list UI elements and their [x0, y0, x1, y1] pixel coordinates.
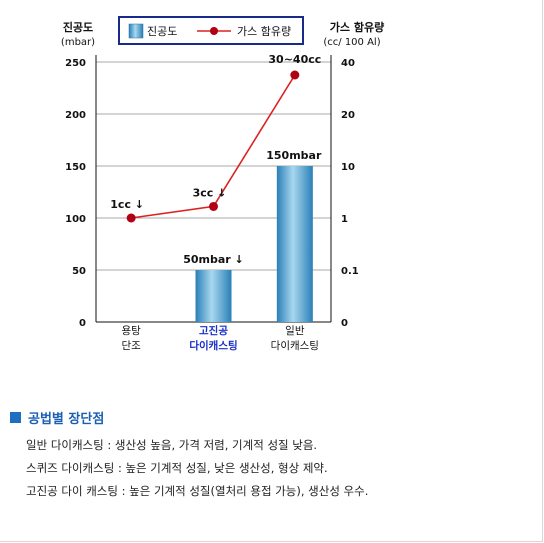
category-label-line2: 단조	[122, 340, 142, 352]
line-point	[209, 201, 218, 211]
line-series: 1cc ↓ 3cc ↓ 30~40cc	[110, 53, 321, 223]
right-axis-title: 가스 함유량	[330, 20, 384, 34]
line-point	[126, 213, 136, 223]
section-header: 공법별 장단점	[10, 406, 530, 428]
legend-bar-swatch	[128, 23, 144, 39]
legend-bar-label: 진공도	[147, 25, 177, 38]
note-line: 스퀴즈 다이캐스팅 : 높은 기계적 성질, 낮은 생산성, 형상 제약.	[26, 461, 328, 475]
note-line: 고진공 다이 캐스팅 : 높은 기계적 성질(열처리 용접 가능), 생산성 우…	[26, 484, 369, 498]
left-tick-label: 100	[65, 214, 86, 225]
left-tick-labels: 0 50 100 150 200 250	[65, 58, 86, 329]
line-value-label: 3cc ↓	[193, 186, 227, 199]
legend-line-label: 가스 함유량	[237, 25, 291, 38]
bar-series: 50mbar ↓ 150mbar	[183, 149, 322, 322]
right-tick-label: 10	[341, 162, 355, 173]
right-tick-label: 0	[341, 318, 348, 329]
line-value-label: 1cc ↓	[110, 198, 144, 211]
right-axis-unit: (cc/ 100 Al)	[323, 37, 380, 48]
left-tick-label: 200	[65, 110, 86, 121]
legend: 진공도 가스 함유량	[118, 16, 304, 45]
left-tick-label: 0	[79, 318, 86, 329]
right-tick-label: 1	[341, 214, 348, 225]
line-value-label: 30~40cc	[268, 53, 321, 66]
bar-value-label: 150mbar	[266, 149, 322, 162]
left-tick-label: 150	[65, 162, 86, 173]
category-label-line2: 다이캐스팅	[189, 339, 237, 352]
category-label-line1: 고진공	[199, 324, 228, 337]
right-tick-label: 40	[341, 58, 355, 69]
note-line: 일반 다이캐스팅 : 생산성 높음, 가격 저렴, 기계적 성질 낮음.	[26, 438, 318, 452]
bar-value-label: 50mbar ↓	[183, 253, 244, 266]
line-point	[290, 70, 300, 80]
section-title: 공법별 장단점	[28, 411, 105, 427]
right-tick-label: 0.1	[341, 266, 359, 277]
right-tick-labels: 0 0.1 1 10 20 40	[341, 58, 359, 329]
category-label-line2: 다이캐스팅	[271, 340, 319, 352]
pros-cons-section: 공법별 장단점 일반 다이캐스팅 : 생산성 높음, 가격 저렴, 기계적 성질…	[10, 406, 530, 503]
bar	[276, 166, 313, 322]
chart: 진공도 (mbar) 가스 함유량 (cc/ 100 Al) 진공도 가스 함유…	[61, 16, 384, 352]
left-axis-unit: (mbar)	[61, 37, 95, 48]
left-tick-label: 250	[65, 58, 86, 69]
square-bullet-icon	[10, 411, 21, 423]
right-tick-label: 20	[341, 110, 355, 121]
category-label-line1: 일반	[285, 324, 305, 337]
left-axis-title: 진공도	[63, 20, 93, 34]
left-tick-label: 50	[72, 266, 86, 277]
bar	[195, 270, 232, 322]
legend-line-marker	[210, 27, 218, 35]
category-label-line1: 용탕	[122, 325, 142, 337]
